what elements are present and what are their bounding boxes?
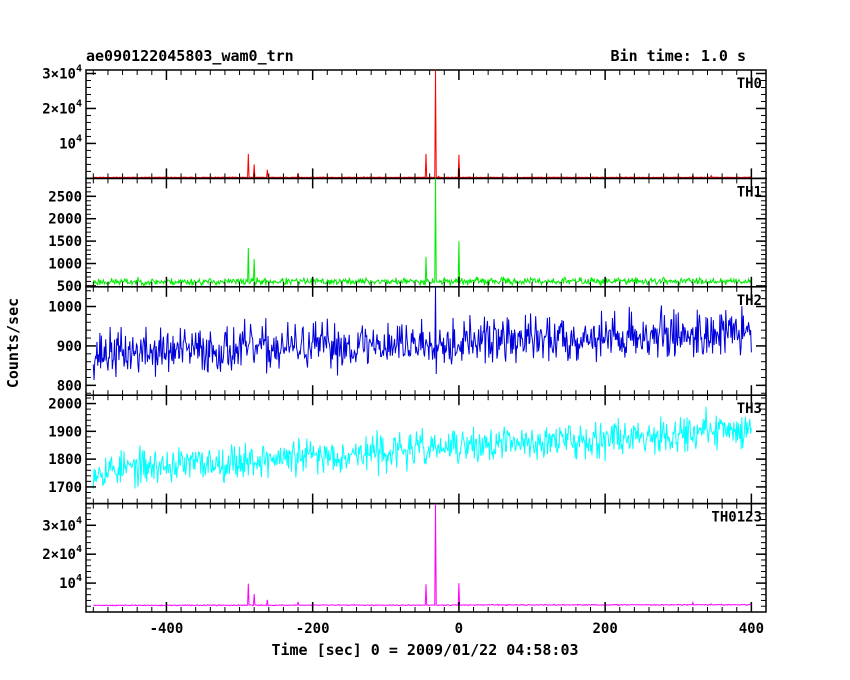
y-tick-label: 900 — [57, 339, 82, 355]
y-tick-label: 1800 — [48, 452, 82, 468]
series-line-th0 — [93, 69, 752, 179]
panel-frame — [85, 502, 767, 613]
x-tick-label: -200 — [296, 621, 330, 637]
x-axis: -400 -200 0 200 400 — [150, 621, 764, 637]
x-tick-label: -400 — [150, 621, 184, 637]
panel-th3: TH3 1700 1800 1900 2000 — [48, 394, 767, 505]
x-tick-label: 200 — [592, 621, 617, 637]
y-axis-label: Counts/sec — [4, 298, 22, 388]
y-tick-label: 1900 — [48, 424, 82, 440]
y-tick-label: 3×104 — [42, 63, 82, 82]
x-axis-label: Time [sec] 0 = 2009/01/22 04:58:03 — [271, 641, 578, 659]
panel-stack: TH01042×1043×104TH15001000150020002500TH… — [42, 63, 767, 613]
bin-time-label: Bin time: 1.0 s — [611, 47, 746, 65]
y-tick-label: 2500 — [48, 189, 82, 205]
series-line-th0123 — [93, 503, 752, 607]
y-tick-label: 1700 — [48, 480, 82, 496]
y-tick-label: 2000 — [48, 397, 82, 413]
series-line-th1 — [92, 178, 752, 288]
y-tick-label: 1000 — [48, 300, 82, 316]
y-tick-label: 1000 — [48, 257, 82, 273]
y-tick-label: 2×104 — [42, 544, 82, 563]
x-tick-label: 0 — [455, 621, 463, 637]
panel-frame — [85, 394, 767, 505]
y-tick-label: 800 — [57, 378, 82, 394]
panel-label: TH3 — [737, 401, 762, 417]
figure-title: ae090122045803_wam0_trn — [86, 47, 294, 65]
y-tick-label: 104 — [59, 573, 82, 592]
y-tick-label: 500 — [57, 279, 82, 295]
panel-label: TH1 — [737, 184, 762, 200]
panel-th2: TH2 800 900 1000 — [48, 286, 767, 396]
y-tick-label: 3×104 — [42, 515, 82, 534]
y-tick-label: 104 — [59, 133, 82, 152]
panel-label: TH0 — [737, 76, 762, 92]
series-line-th3 — [92, 406, 752, 489]
y-tick-label: 2000 — [48, 212, 82, 228]
y-tick-label: 2×104 — [42, 98, 82, 117]
panel-th0123: TH0123 104 2×104 3×104 — [42, 502, 767, 613]
panel-label: TH0123 — [711, 510, 762, 526]
panel-th1: TH1 500 1000 1500 2000 2500 — [48, 177, 767, 295]
x-tick-label: 400 — [739, 621, 764, 637]
panel-label: TH2 — [737, 293, 762, 309]
y-tick-label: 1500 — [48, 234, 82, 250]
panel-th0: TH0 104 2×104 3×104 — [42, 63, 767, 180]
series-line-th2 — [92, 286, 752, 381]
